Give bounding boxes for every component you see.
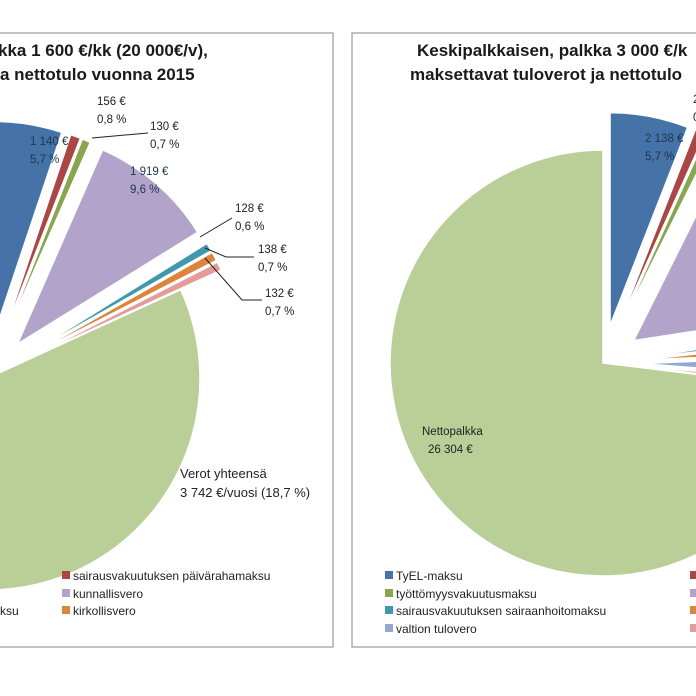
left-data-label-5-1: 0,7 % bbox=[258, 262, 287, 274]
left-data-label-4-1: 0,6 % bbox=[235, 221, 264, 233]
left-data-label-4-0: 128 € bbox=[235, 203, 264, 215]
left-pie-slice-1 bbox=[2, 133, 82, 336]
right-data-label-8-1: 26 304 € bbox=[428, 444, 473, 456]
left-legend-swatch-2 bbox=[62, 589, 70, 597]
right-pie-slice-0 bbox=[609, 111, 689, 326]
right-pie-slice-6 bbox=[640, 360, 696, 369]
right-legend-swatch-5 bbox=[690, 589, 696, 597]
right-legend-label-2: sairausvakuutuksen sairaanhoitomaksu bbox=[396, 604, 606, 618]
right-pie-chart: 2 138 € 5,7 % 2 0, Nettopalkka 26 304 € Keskip… bbox=[385, 41, 696, 636]
right-data-label-0-1: 5,7 % bbox=[645, 151, 674, 163]
right-legend-swatch-3 bbox=[385, 624, 393, 632]
right-legend-swatch-0 bbox=[385, 571, 393, 579]
right-data-label-1-1: 0, bbox=[693, 112, 696, 124]
left-legend-label-1: sairausvakuutuksen päivärahamaksu bbox=[73, 569, 270, 583]
left-annotation-0: Verot yhteensä bbox=[180, 466, 267, 481]
right-data-label-8-0: Nettopalkka bbox=[422, 426, 483, 438]
left-pie-slice-7 bbox=[0, 288, 201, 591]
right-chart-title-line-0: Keskipalkkaisen, palkka 3 000 €/k bbox=[417, 41, 688, 60]
left-pie-slice-2 bbox=[4, 137, 92, 337]
right-legend-swatch-7 bbox=[690, 624, 696, 632]
right-legend-swatch-1 bbox=[385, 589, 393, 597]
left-leader-line-6 bbox=[204, 257, 262, 301]
left-data-label-3-0: 1 919 € bbox=[130, 166, 169, 178]
right-pie-slice-3 bbox=[632, 214, 696, 342]
left-data-label-5-0: 138 € bbox=[258, 244, 287, 256]
right-legend-swatch-2 bbox=[385, 606, 393, 614]
right-legend-label-1: työttömyysvakuutusmaksu bbox=[396, 587, 537, 601]
left-legend-label-2: kunnallisvero bbox=[73, 587, 143, 601]
left-chart-title-line-0: kka 1 600 €/kk (20 000€/v), bbox=[0, 41, 208, 60]
right-legend-swatch-6 bbox=[690, 606, 696, 614]
left-leader-line-2 bbox=[91, 132, 149, 139]
left-data-label-6-1: 0,7 % bbox=[265, 306, 294, 318]
left-data-label-3-1: 9,6 % bbox=[130, 184, 159, 196]
right-pie-slice-8 bbox=[389, 149, 696, 577]
left-pie-slice-6 bbox=[28, 261, 223, 360]
left-pie-slice-5 bbox=[27, 251, 218, 358]
right-pie-slice-1 bbox=[617, 128, 696, 329]
left-leader-line-5 bbox=[204, 247, 254, 258]
right-data-label-1-0: 2 bbox=[693, 94, 696, 106]
left-annotation-1: 3 742 €/vuosi (18,7 %) bbox=[180, 485, 310, 500]
left-leader-line-4 bbox=[199, 217, 233, 238]
right-legend-label-3: valtion tulovero bbox=[396, 622, 477, 636]
left-data-label-0-0: 1 140 € bbox=[30, 136, 69, 148]
right-pie-slice-2 bbox=[618, 156, 696, 329]
right-chart-title-line-1: maksettavat tuloverot ja nettotulo bbox=[410, 65, 682, 84]
left-data-label-2-1: 0,7 % bbox=[150, 139, 179, 151]
left-legend-swatch-1 bbox=[62, 571, 70, 579]
right-legend-label-0: TyEL-maksu bbox=[396, 569, 463, 583]
right-data-label-0-0: 2 138 € bbox=[645, 133, 684, 145]
left-chart-title-line-1: a nettotulo vuonna 2015 bbox=[0, 65, 195, 84]
right-pie-slice-5 bbox=[640, 353, 696, 361]
left-pie-slice-3 bbox=[15, 148, 199, 346]
left-pie-chart: 1 140 € 5,7 % 156 € 0,8 % 130 € 0,7 % 1 919 € 9… bbox=[0, 41, 310, 618]
left-legend-swatch-3 bbox=[62, 606, 70, 614]
left-legend-label-0: ksu bbox=[0, 604, 19, 618]
left-data-label-0-1: 5,7 % bbox=[30, 154, 59, 166]
left-data-label-1-1: 0,8 % bbox=[97, 114, 126, 126]
left-legend-label-3: kirkollisvero bbox=[73, 604, 136, 618]
left-data-label-2-0: 130 € bbox=[150, 121, 179, 133]
left-data-label-6-0: 132 € bbox=[265, 288, 294, 300]
left-data-label-1-0: 156 € bbox=[97, 96, 126, 108]
right-legend-swatch-4 bbox=[690, 571, 696, 579]
left-pie-slice-0 bbox=[0, 120, 63, 320]
right-pie-slice-4 bbox=[640, 348, 696, 359]
